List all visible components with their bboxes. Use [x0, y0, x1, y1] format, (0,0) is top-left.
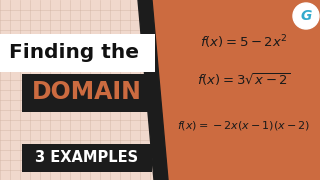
Bar: [0, 0, 175, 180]
Bar: [22, 74, 152, 112]
Bar: [155, 0, 320, 180]
Polygon shape: [138, 0, 168, 180]
Text: Finding the: Finding the: [9, 43, 140, 62]
Bar: [22, 144, 152, 172]
Text: $f(x) = -2x(x-1)(x-2)$: $f(x) = -2x(x-1)(x-2)$: [177, 118, 311, 132]
Text: DOMAIN: DOMAIN: [32, 80, 142, 104]
Text: $f(x) = 5 - 2x^2$: $f(x) = 5 - 2x^2$: [200, 33, 288, 51]
Polygon shape: [152, 0, 320, 180]
Text: $f(x) = 3\sqrt{x-2}$: $f(x) = 3\sqrt{x-2}$: [197, 72, 291, 88]
Bar: [0, 34, 155, 72]
Circle shape: [293, 3, 319, 29]
Text: 3 EXAMPLES: 3 EXAMPLES: [36, 150, 139, 165]
Text: G: G: [300, 9, 312, 23]
